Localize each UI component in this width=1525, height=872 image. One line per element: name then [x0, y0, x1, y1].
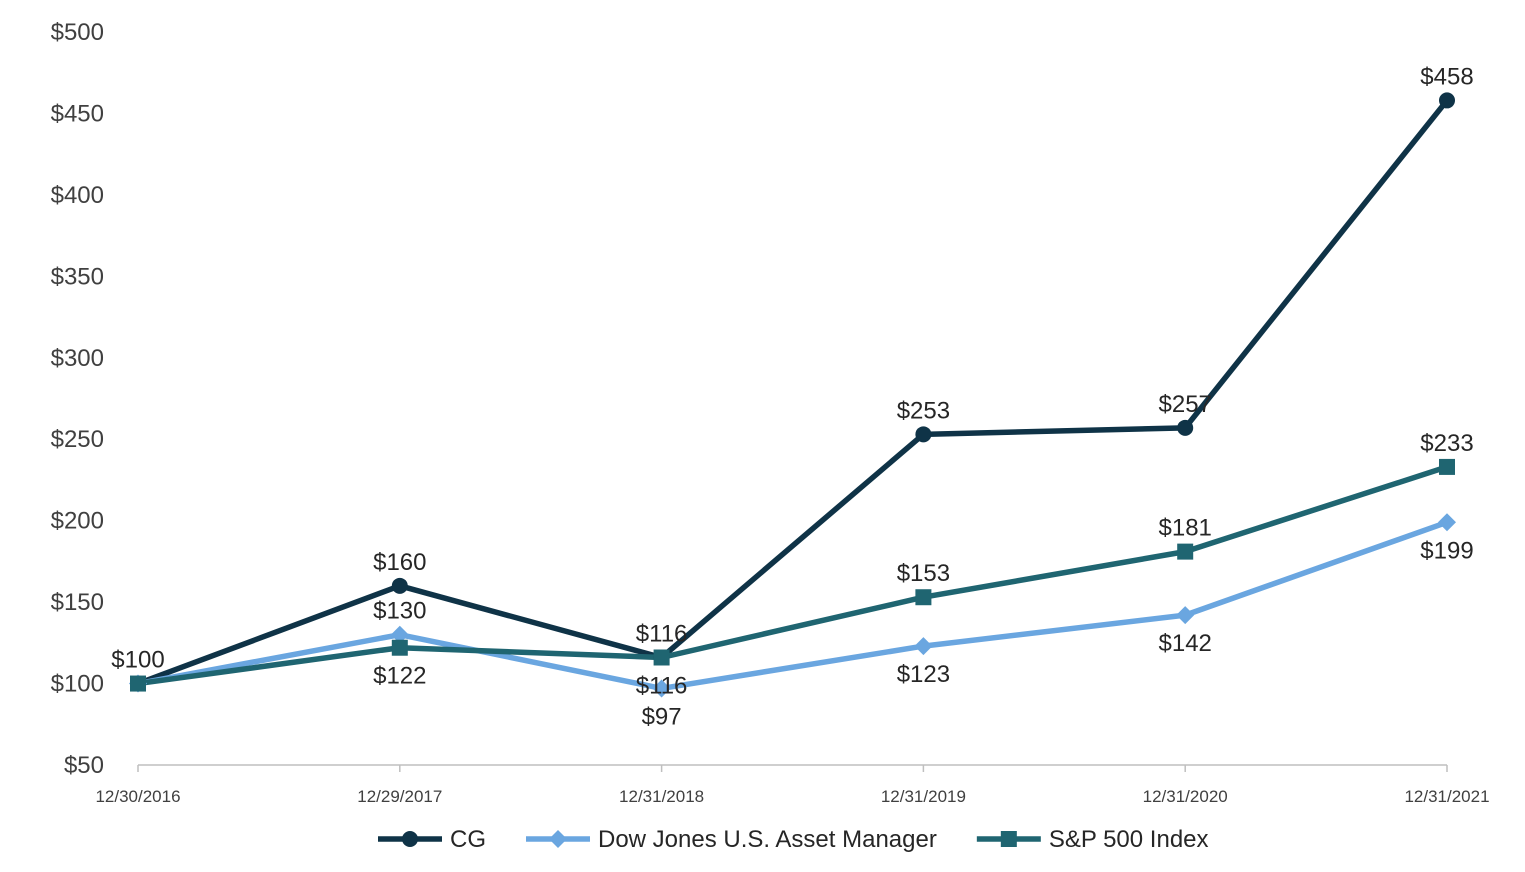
- series-markers: [129, 92, 1456, 698]
- data-label: $142: [1159, 630, 1212, 657]
- data-label: $160: [373, 549, 426, 576]
- data-point: [915, 589, 932, 606]
- data-label: $458: [1420, 63, 1473, 90]
- y-tick-label: $400: [51, 182, 104, 209]
- data-point: [391, 577, 408, 594]
- data-label: $181: [1159, 515, 1212, 542]
- data-point: [1439, 92, 1455, 109]
- legend-label: Dow Jones U.S. Asset Manager: [598, 826, 937, 853]
- data-point: [1177, 419, 1194, 436]
- legend-item: S&P 500 Index: [976, 826, 1209, 853]
- y-axis: $50 $100 $150 $200 $250 $300 $350 $400 $450 $500: [51, 19, 104, 779]
- legend-label: CG: [450, 826, 486, 853]
- y-tick-label: $450: [51, 100, 104, 127]
- y-tick-label: $250: [51, 426, 104, 453]
- legend-swatch-marker: [549, 830, 567, 848]
- series-line: [137, 464, 1448, 687]
- legend-item: CG: [378, 826, 486, 853]
- data-point: [1177, 543, 1194, 560]
- data-label: $257: [1159, 391, 1212, 418]
- data-label: $130: [373, 598, 426, 625]
- data-point: [652, 679, 671, 698]
- y-tick-label: $350: [51, 263, 104, 290]
- x-tick-label: 12/29/2017: [357, 787, 442, 806]
- series-lines: [137, 98, 1450, 692]
- legend-label: S&P 500 Index: [1049, 826, 1209, 853]
- data-point: [1176, 606, 1195, 625]
- series-line: [137, 519, 1448, 692]
- data-label: $122: [373, 663, 426, 690]
- series-line: [137, 98, 1450, 687]
- x-tick-label: 12/30/2016: [95, 787, 180, 806]
- data-point: [1439, 458, 1455, 475]
- y-tick-label: $100: [51, 671, 104, 698]
- legend-swatch-marker: [1000, 831, 1017, 847]
- data-label: $123: [897, 661, 950, 688]
- data-point: [391, 639, 408, 656]
- data-label: $116: [636, 620, 688, 647]
- x-axis: 12/30/2016 12/29/2017 12/31/2018 12/31/2019…: [95, 764, 1490, 806]
- legend: CG Dow Jones U.S. Asset Manager S&P 500 In…: [378, 826, 1209, 853]
- y-tick-label: $150: [51, 589, 104, 616]
- data-label: $153: [897, 560, 950, 587]
- x-tick-label: 12/31/2019: [881, 787, 966, 806]
- legend-swatch-marker: [402, 831, 418, 847]
- data-point: [653, 649, 670, 666]
- data-label: $97: [642, 703, 682, 730]
- x-tick-label: 12/31/2020: [1143, 787, 1228, 806]
- x-tick-label: 12/31/2021: [1404, 787, 1489, 806]
- data-labels: $100 $160 $116 $253 $257 $458 $130 $97 $123 $142 $…: [111, 63, 1473, 730]
- data-point: [1438, 513, 1456, 532]
- data-point: [914, 637, 933, 656]
- x-tick-label: 12/31/2018: [619, 787, 704, 806]
- data-label: $116: [636, 672, 688, 699]
- data-label: $253: [897, 397, 950, 424]
- y-tick-label: $500: [51, 19, 104, 46]
- data-point: [915, 426, 932, 443]
- data-label: $199: [1420, 537, 1473, 564]
- y-tick-label: $200: [51, 508, 104, 535]
- y-tick-label: $300: [51, 345, 104, 372]
- data-label: $100: [111, 647, 164, 674]
- y-tick-label: $50: [64, 752, 104, 779]
- data-point: [390, 625, 409, 644]
- legend-item: Dow Jones U.S. Asset Manager: [526, 826, 937, 853]
- data-point: [130, 675, 146, 692]
- data-label: $233: [1420, 430, 1473, 457]
